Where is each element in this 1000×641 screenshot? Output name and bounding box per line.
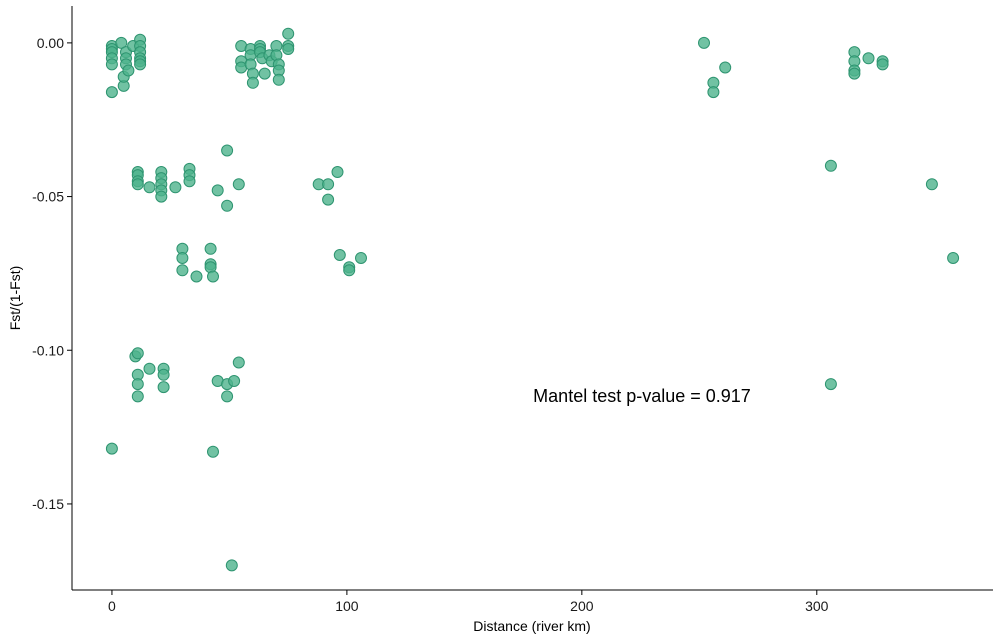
data-point (925, 178, 938, 191)
data-point (143, 181, 156, 194)
data-point (169, 181, 182, 194)
data-point (246, 76, 259, 89)
data-point (176, 252, 189, 264)
data-point (862, 52, 875, 65)
data-point (143, 362, 156, 375)
data-point (343, 264, 356, 277)
x-tick-label: 100 (335, 598, 359, 614)
data-point (131, 347, 144, 360)
data-point (947, 252, 960, 264)
data-point (322, 193, 335, 206)
data-point (105, 442, 118, 455)
data-point (176, 264, 189, 277)
data-point (221, 390, 234, 403)
x-axis-title: Distance (river km) (473, 618, 590, 634)
data-point (225, 559, 238, 572)
data-point (331, 166, 344, 178)
data-point (131, 390, 144, 403)
data-point (105, 86, 118, 99)
data-point (211, 184, 224, 197)
data-point (131, 378, 144, 391)
data-point (105, 58, 118, 71)
data-point (258, 67, 271, 80)
data-point (157, 368, 170, 381)
data-point (122, 64, 135, 77)
data-point (228, 375, 241, 387)
x-ticks: 0 100 200 300 (108, 590, 829, 614)
data-point (282, 27, 295, 40)
data-point (333, 249, 346, 261)
y-tick-label: -0.10 (32, 342, 64, 358)
data-point (183, 175, 196, 188)
data-point (190, 270, 203, 283)
data-point (848, 67, 861, 80)
mantel-annotation: Mantel test p-value = 0.917 (533, 386, 751, 406)
data-point (207, 270, 219, 283)
data-point (282, 43, 295, 55)
data-point (221, 199, 234, 212)
y-tick-label: 0.00 (37, 35, 64, 51)
data-point (207, 445, 219, 458)
x-tick-label: 300 (805, 598, 829, 614)
data-point (131, 178, 144, 191)
x-tick-label: 0 (108, 598, 116, 614)
y-ticks: 0.00 -0.05 -0.10 -0.15 (32, 35, 72, 512)
data-point (824, 159, 837, 172)
data-point (155, 190, 168, 203)
data-point (204, 242, 217, 255)
data-point (157, 381, 170, 394)
data-point (232, 356, 245, 369)
data-point (355, 252, 367, 264)
y-axis-title: Fst/(1-Fst) (7, 266, 23, 331)
data-point (134, 58, 147, 71)
data-point (221, 144, 234, 157)
x-tick-label: 200 (570, 598, 594, 614)
data-point (272, 73, 285, 86)
data-point (719, 61, 732, 74)
data-point (322, 178, 335, 191)
data-point (876, 58, 889, 71)
y-tick-label: -0.05 (32, 189, 64, 205)
data-point (698, 36, 710, 49)
data-points (105, 27, 960, 572)
data-point (232, 178, 245, 191)
data-point (707, 86, 720, 99)
y-tick-label: -0.15 (32, 496, 64, 512)
data-point (824, 378, 837, 391)
